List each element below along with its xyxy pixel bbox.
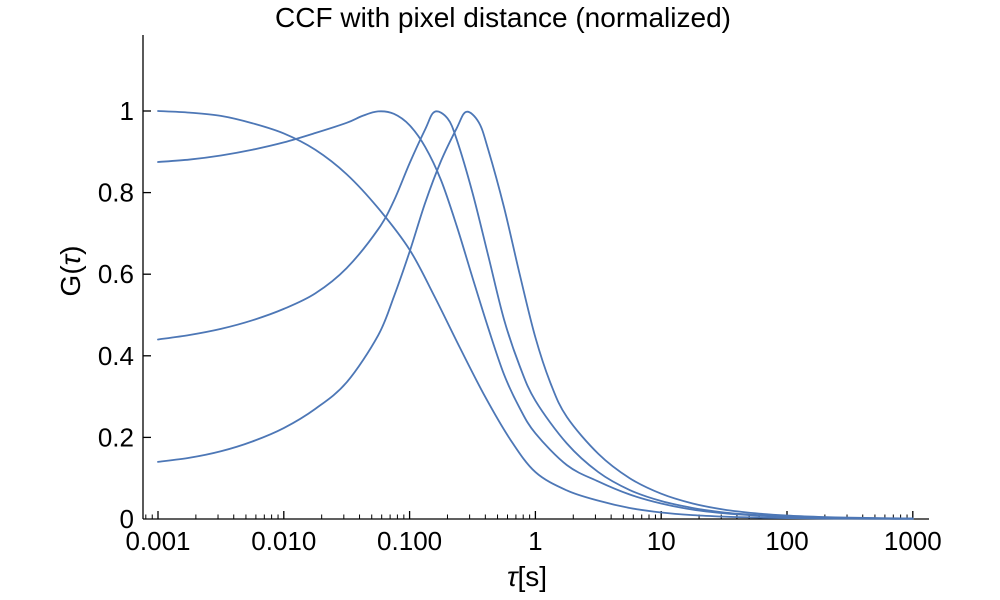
y-origin-label: 0: [120, 504, 134, 534]
chart-title: CCF with pixel distance (normalized): [275, 2, 731, 33]
y-tick-label: 0.4: [98, 341, 134, 371]
x-tick-label: 100: [765, 526, 808, 556]
y-tick-label: 0.6: [98, 259, 134, 289]
x-tick-label: 0.010: [251, 526, 316, 556]
curve-2: [157, 110, 914, 520]
y-tick-label: 0.2: [98, 422, 134, 452]
tick-marks: 0.001 0.010 0.100 1 10 100 1000 1 0.8 0.6 0.4 0.2 0: [98, 96, 942, 556]
curve-3: [157, 110, 914, 520]
x-tick-label: 0.001: [125, 526, 190, 556]
x-tick-label: 0.100: [377, 526, 442, 556]
x-axis-label: τ[s]: [507, 561, 547, 592]
curve-4: [157, 110, 914, 520]
ccf-curves: [157, 110, 914, 520]
x-tick-label: 1000: [884, 526, 942, 556]
x-tick-label: 10: [647, 526, 676, 556]
y-tick-label: 0.8: [98, 178, 134, 208]
x-tick-label: 1: [528, 526, 542, 556]
y-axis-label: G(τ): [55, 246, 86, 297]
curve-1: [157, 110, 914, 520]
axes: [142, 35, 929, 520]
y-tick-label: 1: [120, 96, 134, 126]
